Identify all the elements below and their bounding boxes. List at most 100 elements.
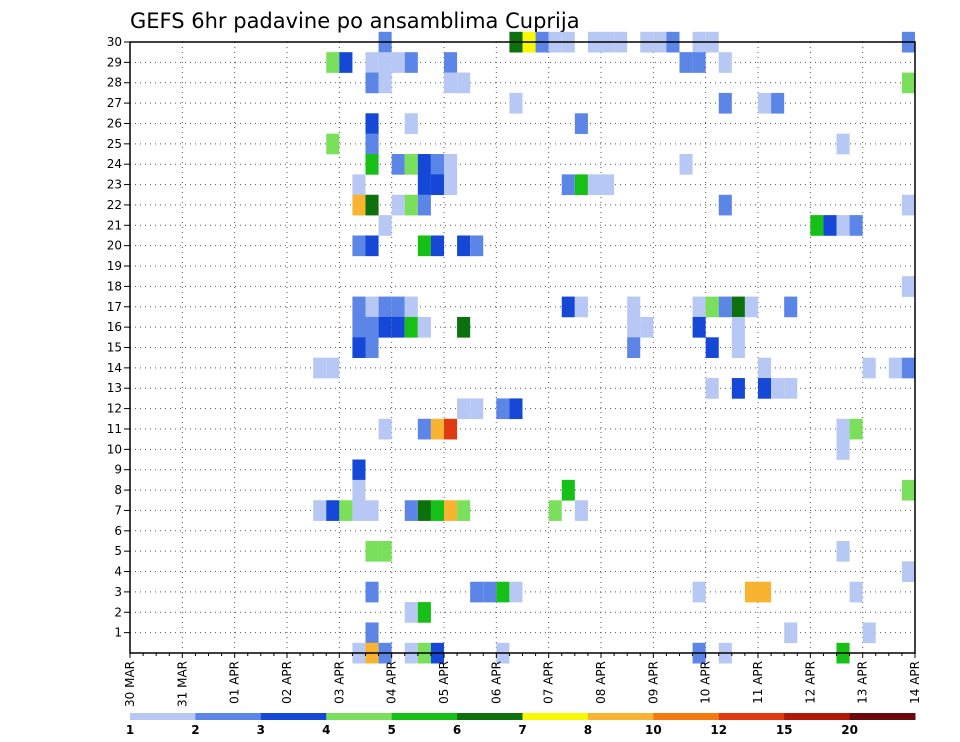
x-tick-label: 09 APR — [646, 661, 660, 704]
heatmap-cell — [901, 194, 915, 216]
grid-lines — [130, 42, 915, 653]
heatmap-cell — [444, 500, 458, 521]
heatmap-cell — [901, 357, 915, 379]
heatmap-cell — [326, 52, 340, 73]
heatmap-cell — [496, 398, 510, 420]
x-tick-label: 08 APR — [594, 661, 608, 704]
legend-swatch — [391, 713, 458, 720]
heatmap-cell — [509, 92, 523, 114]
heatmap-cell — [457, 500, 471, 521]
y-tick-label: 23 — [107, 178, 122, 192]
heatmap-cell — [365, 235, 379, 257]
heatmap-cell — [391, 52, 405, 73]
heatmap-cell — [352, 500, 366, 521]
heatmap-cell — [391, 194, 405, 216]
heatmap-cell — [352, 337, 366, 358]
legend-label: 12 — [710, 723, 727, 737]
x-tick-label: 12 APR — [803, 661, 817, 704]
heatmap-cell — [457, 398, 471, 420]
legend-swatch — [784, 713, 851, 720]
y-tick-label: 10 — [107, 442, 122, 456]
y-tick-label: 1 — [114, 626, 122, 640]
heatmap-cell — [849, 581, 863, 603]
heatmap-cell — [430, 235, 444, 257]
heatmap-cell — [365, 113, 379, 134]
heatmap-cell — [784, 296, 798, 318]
heatmap-cell — [718, 92, 732, 114]
heatmap-cell — [692, 296, 706, 318]
heatmap-cell — [627, 296, 641, 318]
heatmap-cell — [430, 154, 444, 175]
heatmap-cell — [901, 276, 915, 297]
heatmap-cell — [365, 622, 379, 644]
heatmap-cell — [457, 316, 471, 338]
y-tick-label: 24 — [107, 157, 122, 171]
heatmap-cell — [365, 316, 379, 338]
heatmap-cell — [391, 316, 405, 338]
heatmap-cell — [365, 154, 379, 175]
heatmap-cell — [417, 194, 431, 216]
x-tick-label: 11 APR — [751, 661, 765, 704]
heatmap-cell — [352, 235, 366, 257]
y-tick-label: 9 — [114, 463, 122, 477]
heatmap-cell — [692, 581, 706, 603]
heatmap-cell — [365, 296, 379, 318]
x-tick-label: 31 MAR — [175, 661, 189, 707]
heatmap-cell — [496, 581, 510, 603]
heatmap-cell — [470, 581, 484, 603]
heatmap-cell — [326, 500, 340, 521]
legend-label: 4 — [322, 723, 330, 737]
heatmap-cell — [574, 296, 588, 318]
heatmap-cell — [417, 174, 431, 196]
y-tick-label: 30 — [107, 35, 122, 49]
heatmap-cell — [601, 174, 615, 196]
heatmap-cell — [444, 154, 458, 175]
heatmap-cell — [404, 113, 418, 134]
heatmap-cell — [784, 622, 798, 644]
heatmap-cell — [378, 418, 392, 440]
heatmap-cell — [731, 296, 745, 318]
heatmap-cell — [365, 133, 379, 155]
heatmap-cell — [862, 357, 876, 379]
heatmap-cells — [313, 31, 915, 664]
heatmap-cell — [404, 52, 418, 73]
y-tick-label: 22 — [107, 198, 122, 212]
y-tick-label: 16 — [107, 320, 122, 334]
x-tick-label: 02 APR — [280, 661, 294, 704]
legend-label: 3 — [257, 723, 265, 737]
x-tick-label: 14 APR — [908, 661, 922, 704]
heatmap-cell — [417, 235, 431, 257]
legend-swatch — [653, 713, 720, 720]
y-tick-label: 26 — [107, 116, 122, 130]
heatmap-cell — [509, 398, 523, 420]
heatmap-cell — [417, 154, 431, 175]
x-tick-label: 07 APR — [542, 661, 556, 704]
y-tick-label: 29 — [107, 55, 122, 69]
heatmap-cell — [574, 113, 588, 134]
legend-label: 2 — [191, 723, 199, 737]
heatmap-cell — [430, 174, 444, 196]
heatmap-cell — [378, 296, 392, 318]
heatmap-cell — [771, 378, 785, 399]
color-legend: 1 2 3 4 5 6 7 8 10 12 15 20 — [126, 713, 916, 737]
heatmap-cell — [627, 316, 641, 338]
y-tick-label: 28 — [107, 76, 122, 90]
heatmap-cell — [339, 52, 353, 73]
y-tick-label: 7 — [114, 503, 122, 517]
heatmap-cell — [836, 133, 850, 155]
heatmap-cell — [365, 52, 379, 73]
legend-label: 10 — [645, 723, 662, 737]
heatmap-cell — [365, 194, 379, 216]
heatmap-cell — [352, 479, 366, 501]
heatmap-cell — [627, 337, 641, 358]
heatmap-cell — [404, 296, 418, 318]
heatmap-cell — [352, 194, 366, 216]
heatmap-cell — [417, 418, 431, 440]
heatmap-cell — [404, 602, 418, 623]
heatmap-cell — [888, 357, 902, 379]
heatmap-cell — [313, 357, 327, 379]
heatmap-cell — [430, 500, 444, 521]
heatmap-cell — [744, 581, 758, 603]
legend-label: 15 — [776, 723, 793, 737]
